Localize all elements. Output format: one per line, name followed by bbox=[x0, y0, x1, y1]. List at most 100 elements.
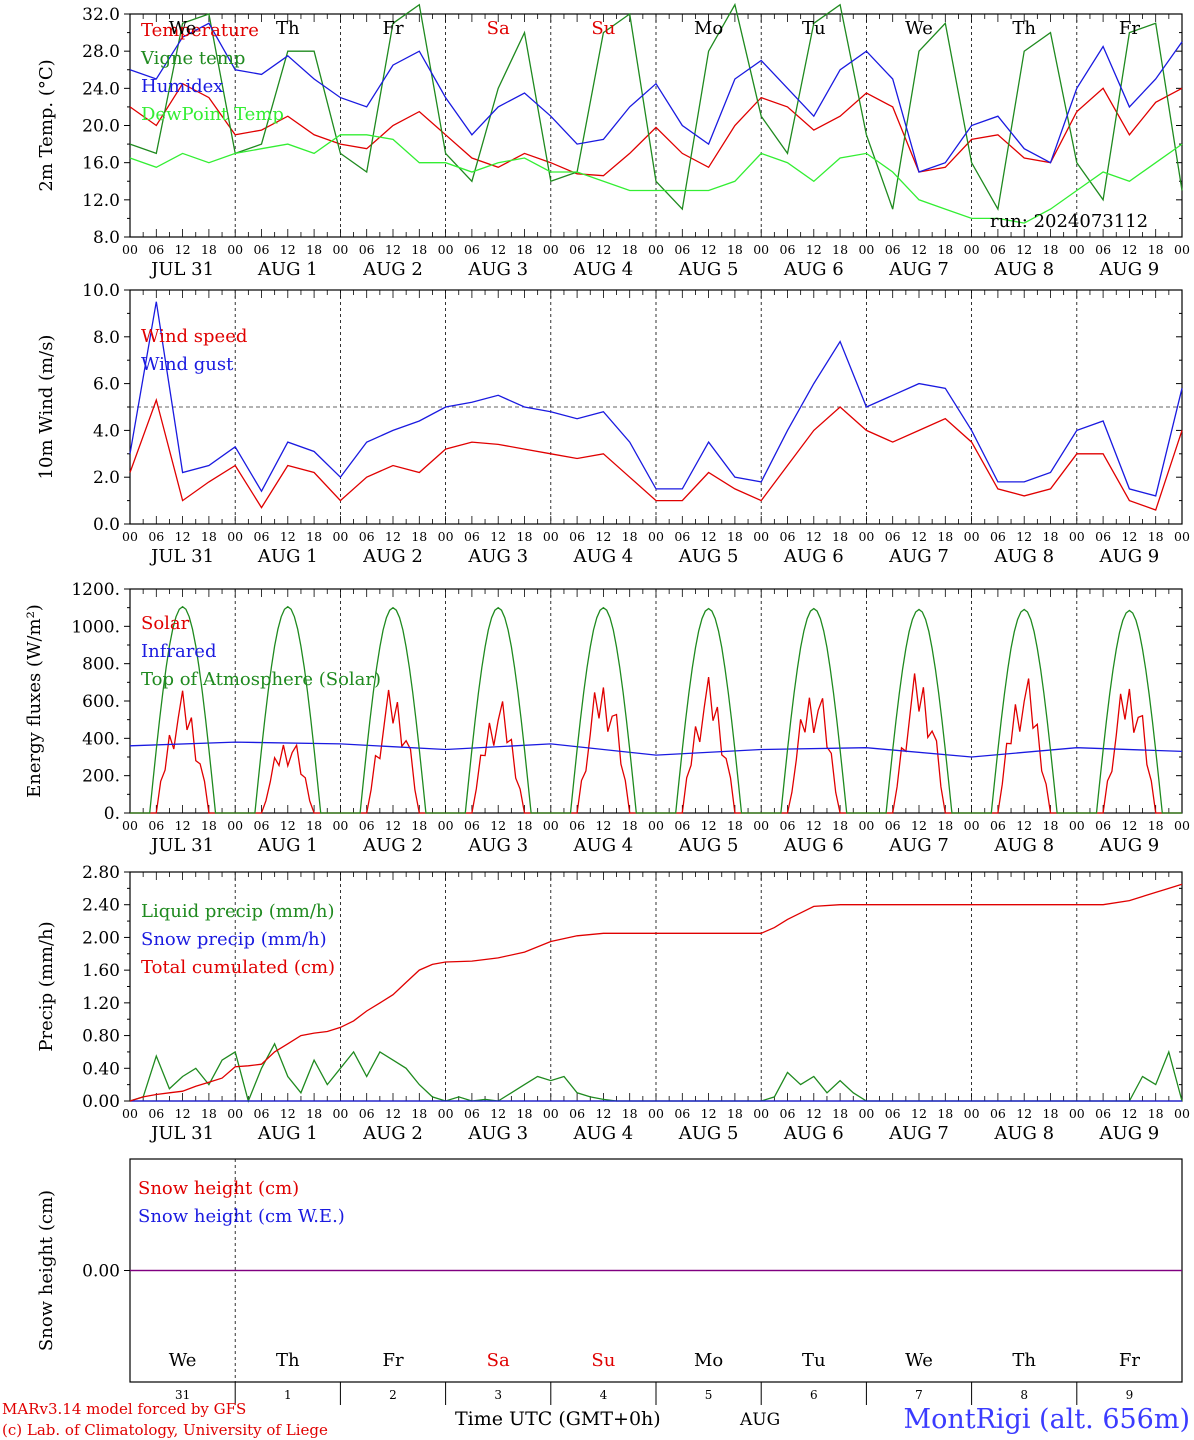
hour-tick-label: 12 bbox=[385, 529, 401, 544]
weekday-label: Su bbox=[591, 1350, 615, 1371]
station-label: MontRigi (alt. 656m) bbox=[903, 1404, 1190, 1435]
hour-tick-label: 00 bbox=[964, 529, 980, 544]
y-tick-label: 12.0 bbox=[82, 191, 120, 211]
weekday-label: Tu bbox=[802, 18, 826, 39]
y-tick-label: 2.00 bbox=[82, 928, 120, 948]
y-tick-label: 8.0 bbox=[93, 228, 120, 248]
hour-tick-label: 18 bbox=[937, 242, 953, 257]
hour-tick-label: 00 bbox=[122, 529, 138, 544]
hour-tick-label: 06 bbox=[885, 529, 901, 544]
date-label: AUG 6 bbox=[783, 259, 844, 280]
hour-tick-label: 00 bbox=[122, 242, 138, 257]
month-label: AUG bbox=[739, 1410, 780, 1430]
hour-tick-label: 12 bbox=[595, 1106, 611, 1121]
series-line-red bbox=[129, 883, 1183, 1102]
date-label: AUG 2 bbox=[362, 835, 423, 856]
series-line-blue bbox=[129, 741, 1183, 758]
run-label: run: 2024073112 bbox=[990, 211, 1148, 232]
hour-tick-label: 06 bbox=[148, 1106, 164, 1121]
hour-tick-label: 18 bbox=[517, 818, 533, 833]
legend-entry: Vigne temp bbox=[140, 48, 245, 69]
weekday-label: We bbox=[169, 18, 197, 39]
hour-tick-label: 12 bbox=[490, 242, 506, 257]
series-line-red bbox=[129, 82, 1183, 177]
series-line-red bbox=[129, 397, 1183, 511]
hour-tick-label: 06 bbox=[254, 242, 270, 257]
hour-tick-label: 18 bbox=[306, 818, 322, 833]
hour-tick-label: 00 bbox=[753, 242, 769, 257]
legend-entry: Liquid precip (mm/h) bbox=[141, 901, 335, 922]
hour-tick-label: 00 bbox=[438, 242, 454, 257]
weekday-label: Th bbox=[1012, 18, 1036, 39]
hour-tick-label: 18 bbox=[727, 818, 743, 833]
hour-tick-label: 12 bbox=[1121, 818, 1137, 833]
hour-tick-label: 00 bbox=[753, 818, 769, 833]
hour-tick-label: 00 bbox=[648, 242, 664, 257]
hour-tick-label: 00 bbox=[227, 529, 243, 544]
hour-tick-label: 06 bbox=[885, 242, 901, 257]
date-label: AUG 9 bbox=[1099, 835, 1160, 856]
hour-tick-label: 00 bbox=[543, 529, 559, 544]
date-label: AUG 8 bbox=[993, 259, 1054, 280]
hour-tick-label: 06 bbox=[148, 242, 164, 257]
y-tick-label: 10.0 bbox=[82, 281, 120, 301]
hour-tick-label: 12 bbox=[1016, 529, 1032, 544]
date-label: AUG 7 bbox=[888, 1123, 949, 1144]
y-tick-label: 32.0 bbox=[82, 5, 120, 25]
hour-tick-label: 18 bbox=[622, 818, 638, 833]
day-number: 3 bbox=[494, 1388, 502, 1402]
weekday-label: Th bbox=[1012, 1350, 1036, 1371]
hour-tick-label: 18 bbox=[1148, 242, 1164, 257]
day-number: 2 bbox=[389, 1388, 397, 1402]
hour-tick-label: 12 bbox=[490, 1106, 506, 1121]
hour-tick-label: 00 bbox=[332, 242, 348, 257]
hour-tick-label: 18 bbox=[201, 529, 217, 544]
hour-tick-label: 12 bbox=[1016, 1106, 1032, 1121]
y-tick-label: 0.40 bbox=[82, 1059, 120, 1079]
hour-tick-label: 18 bbox=[517, 242, 533, 257]
hour-tick-label: 18 bbox=[727, 242, 743, 257]
day-number: 5 bbox=[705, 1388, 713, 1402]
series-line-green bbox=[130, 605, 1182, 814]
hour-tick-label: 06 bbox=[780, 1106, 796, 1121]
weekday-label: Th bbox=[276, 1350, 300, 1371]
hour-tick-label: 18 bbox=[832, 242, 848, 257]
hour-tick-label: 06 bbox=[359, 242, 375, 257]
date-label: AUG 7 bbox=[888, 835, 949, 856]
y-tick-label: 0.00 bbox=[82, 1262, 120, 1282]
hour-tick-label: 00 bbox=[122, 818, 138, 833]
date-label: AUG 1 bbox=[257, 835, 318, 856]
hour-tick-label: 00 bbox=[1069, 1106, 1085, 1121]
hour-tick-label: 18 bbox=[832, 818, 848, 833]
hour-tick-label: 12 bbox=[595, 242, 611, 257]
y-tick-label: 1.60 bbox=[82, 961, 120, 981]
hour-tick-label: 06 bbox=[674, 818, 690, 833]
hour-tick-label: 06 bbox=[464, 1106, 480, 1121]
weekday-label: Sa bbox=[487, 1350, 510, 1371]
hour-tick-label: 18 bbox=[622, 529, 638, 544]
weekday-label: Fr bbox=[1119, 1350, 1140, 1371]
legend-entry: Infrared bbox=[141, 641, 216, 662]
hour-tick-label: 06 bbox=[1095, 529, 1111, 544]
day-number: 8 bbox=[1020, 1388, 1028, 1402]
hour-tick-label: 18 bbox=[1043, 529, 1059, 544]
y-tick-label: 2.40 bbox=[82, 896, 120, 916]
hour-tick-label: 18 bbox=[201, 1106, 217, 1121]
hour-tick-label: 18 bbox=[727, 529, 743, 544]
hour-tick-label: 00 bbox=[648, 529, 664, 544]
hour-tick-label: 18 bbox=[1148, 1106, 1164, 1121]
hour-tick-label: 06 bbox=[359, 1106, 375, 1121]
y-tick-label: 200. bbox=[82, 767, 120, 787]
date-label: AUG 4 bbox=[573, 546, 634, 567]
y-axis-label: 2m Temp. (°C) bbox=[36, 59, 57, 191]
panel-frame bbox=[129, 13, 1183, 238]
hour-tick-label: 18 bbox=[832, 529, 848, 544]
y-axis-label: Precip (mm/h) bbox=[36, 921, 57, 1051]
y-axis-label: 10m Wind (m/s) bbox=[36, 335, 57, 480]
weekday-label: Su bbox=[591, 18, 615, 39]
hour-tick-label: 06 bbox=[148, 529, 164, 544]
y-tick-label: 400. bbox=[82, 729, 120, 749]
hour-tick-label: 18 bbox=[201, 242, 217, 257]
hour-tick-label: 12 bbox=[806, 529, 822, 544]
hour-tick-label: 12 bbox=[911, 242, 927, 257]
